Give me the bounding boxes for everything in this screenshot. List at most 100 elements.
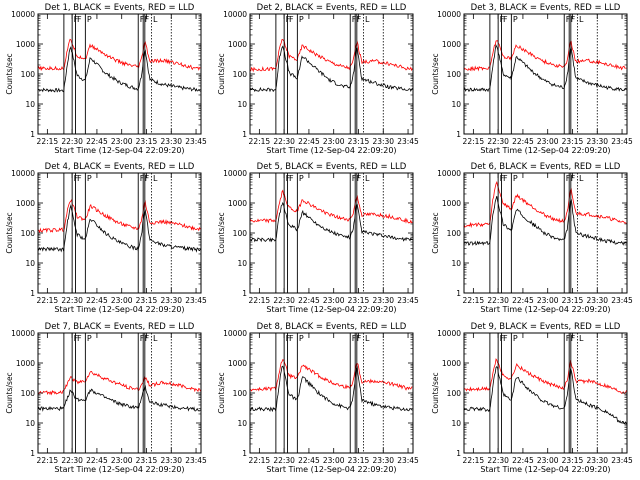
- y-tick-label: 10000: [437, 329, 461, 338]
- x-tick-label: 23:45: [397, 456, 419, 465]
- plot-frame: [463, 332, 628, 454]
- y-tick-label: 1: [30, 289, 35, 298]
- y-tick-label: 1000: [442, 359, 461, 368]
- chart-title: Det 5, BLACK = Events, RED = LLD: [257, 162, 407, 172]
- event-marker-label: F: [140, 15, 145, 24]
- x-tick-label: 22:45: [298, 296, 320, 305]
- series-line-lld: [37, 198, 201, 234]
- x-tick-label: 23:45: [611, 296, 633, 305]
- event-marker-label: F: [500, 174, 505, 183]
- event-marker-label: P: [299, 334, 304, 343]
- chart-title: Det 4, BLACK = Events, RED = LLD: [45, 162, 195, 172]
- series-line-events: [249, 45, 413, 93]
- y-tick-label: 10: [25, 100, 35, 109]
- y-tick-label: 1000: [442, 40, 461, 49]
- event-marker-label: F: [77, 334, 82, 343]
- x-tick-label: 23:30: [160, 137, 182, 146]
- x-axis-label: Start Time (12-Sep-04 22:09:20): [54, 146, 184, 155]
- y-tick-label: 1: [456, 289, 461, 298]
- y-tick-label: 100: [233, 70, 248, 79]
- series-line-lld: [250, 39, 413, 73]
- event-marker-label: F: [500, 334, 505, 343]
- plot-frame: [37, 13, 202, 135]
- plot-frame: [463, 13, 628, 135]
- x-tick-label: 23:15: [562, 456, 584, 465]
- y-tick-label: 100: [233, 229, 248, 238]
- event-marker-label: L: [579, 15, 584, 24]
- x-tick-label: 22:15: [463, 296, 485, 305]
- x-tick-label: 22:45: [298, 137, 320, 146]
- x-tick-label: 22:30: [487, 137, 509, 146]
- event-marker-label: F: [566, 334, 571, 343]
- y-tick-label: 1000: [228, 40, 247, 49]
- x-tick-label: 23:45: [185, 456, 207, 465]
- event-marker-label: F: [145, 174, 150, 183]
- event-marker-label: F: [74, 334, 79, 343]
- x-tick-label: 23:45: [185, 296, 207, 305]
- x-axis-label: Start Time (12-Sep-04 22:09:20): [266, 465, 396, 474]
- x-tick-label: 23:15: [136, 296, 158, 305]
- x-tick-label: 23:30: [372, 137, 394, 146]
- event-marker-label: P: [299, 174, 304, 183]
- plot-frame: [249, 332, 414, 454]
- event-marker-label: F: [289, 334, 294, 343]
- event-marker-label: P: [513, 15, 518, 24]
- y-tick-label: 1: [242, 130, 247, 139]
- x-tick-label: 22:30: [487, 456, 509, 465]
- chart-title: Det 1, BLACK = Events, RED = LLD: [45, 3, 195, 13]
- event-marker-label: F: [352, 174, 357, 183]
- y-tick-label: 10: [451, 100, 461, 109]
- x-tick-label: 23:00: [111, 137, 133, 146]
- x-axis-label: Start Time (12-Sep-04 22:09:20): [480, 146, 610, 155]
- event-marker-label: L: [579, 174, 584, 183]
- event-marker-label: F: [357, 15, 362, 24]
- series-line-lld: [463, 40, 627, 72]
- y-tick-label: 1000: [442, 199, 461, 208]
- event-marker-label: F: [352, 15, 357, 24]
- series-line-events: [463, 44, 627, 93]
- chart-title: Det 7, BLACK = Events, RED = LLD: [45, 322, 195, 332]
- event-marker-label: F: [289, 15, 294, 24]
- event-marker-label: F: [289, 174, 294, 183]
- x-tick-label: 23:30: [586, 456, 608, 465]
- y-axis-label: Counts/sec: [217, 212, 226, 253]
- x-tick-label: 23:00: [111, 456, 133, 465]
- event-marker-label: F: [503, 15, 508, 24]
- event-marker-label: L: [365, 15, 370, 24]
- series-line-lld: [463, 180, 627, 229]
- x-tick-label: 23:00: [537, 296, 559, 305]
- x-tick-label: 23:15: [136, 137, 158, 146]
- event-marker-label: L: [153, 15, 158, 24]
- event-marker-label: P: [87, 15, 92, 24]
- x-axis-label: Start Time (12-Sep-04 22:09:20): [266, 146, 396, 155]
- x-tick-label: 22:15: [463, 137, 485, 146]
- x-axis-label: Start Time (12-Sep-04 22:09:20): [480, 305, 610, 314]
- y-tick-label: 1: [456, 130, 461, 139]
- x-tick-label: 23:45: [611, 137, 633, 146]
- y-axis-label: Counts/sec: [217, 372, 226, 413]
- y-axis-label: Counts/sec: [431, 53, 440, 94]
- chart-title: Det 3, BLACK = Events, RED = LLD: [471, 3, 621, 13]
- x-tick-label: 23:15: [348, 296, 370, 305]
- y-tick-label: 10: [237, 100, 247, 109]
- series-line-lld: [463, 358, 627, 394]
- y-tick-label: 1: [30, 449, 35, 458]
- event-marker-label: F: [571, 334, 576, 343]
- x-tick-label: 23:30: [372, 456, 394, 465]
- y-axis-label: Counts/sec: [5, 372, 14, 413]
- x-tick-label: 23:00: [323, 137, 345, 146]
- x-tick-label: 22:45: [512, 456, 534, 465]
- x-tick-label: 22:15: [37, 137, 59, 146]
- x-tick-label: 23:30: [160, 456, 182, 465]
- event-marker-label: F: [571, 15, 576, 24]
- x-tick-label: 22:45: [512, 296, 534, 305]
- event-marker-label: F: [503, 334, 508, 343]
- y-tick-label: 100: [21, 229, 36, 238]
- x-tick-label: 23:45: [397, 296, 419, 305]
- x-tick-label: 22:15: [37, 456, 59, 465]
